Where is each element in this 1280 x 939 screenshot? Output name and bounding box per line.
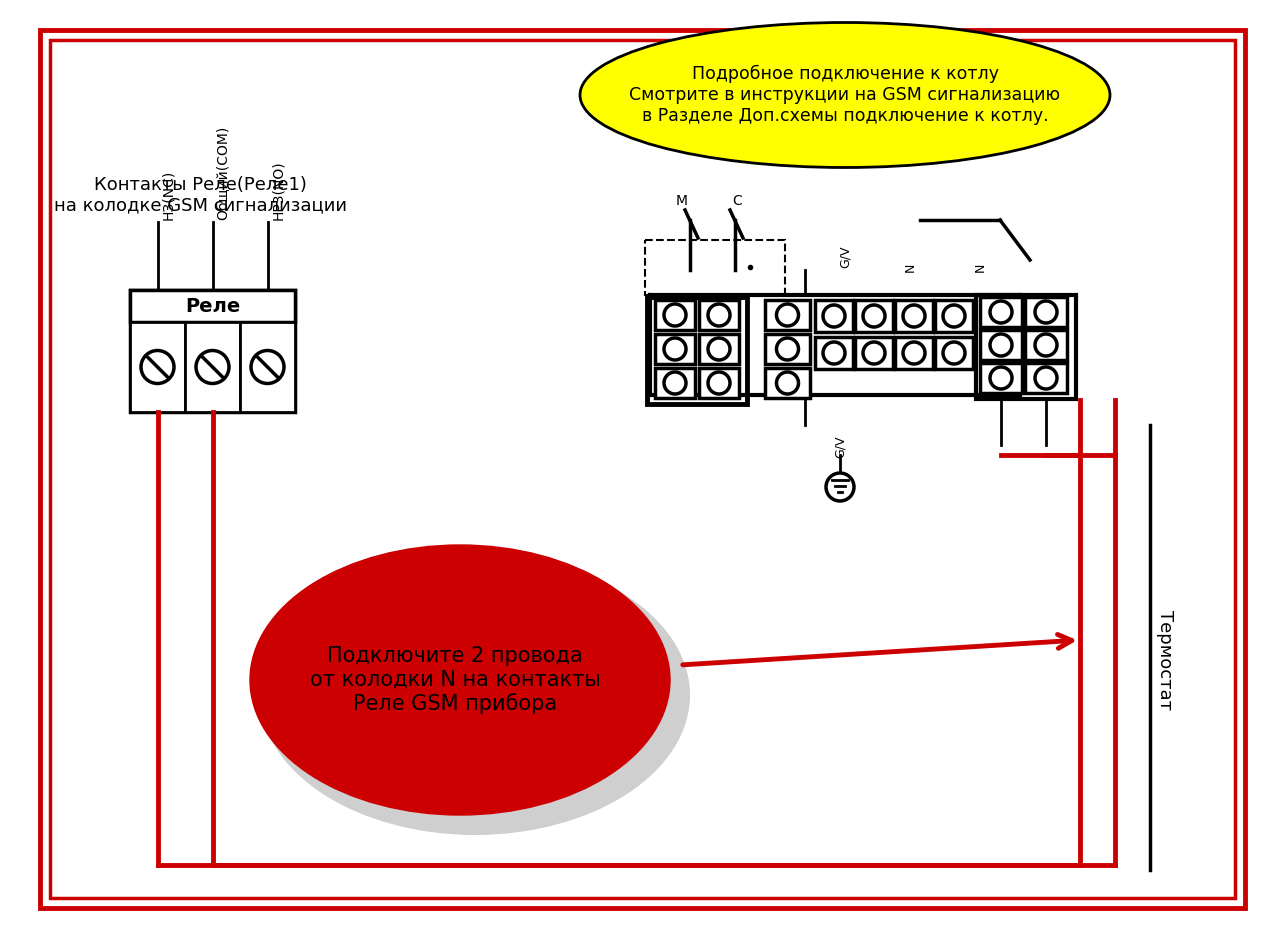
Bar xyxy=(934,337,973,369)
Circle shape xyxy=(708,372,730,394)
Circle shape xyxy=(989,301,1012,323)
Ellipse shape xyxy=(260,555,690,835)
Bar xyxy=(131,322,186,412)
Circle shape xyxy=(141,350,174,383)
Text: Общий(COM): Общий(COM) xyxy=(216,126,230,220)
Circle shape xyxy=(826,473,854,501)
Bar xyxy=(699,300,739,330)
Text: Подключите 2 провода
от колодки N на контакты
Реле GSM прибора: Подключите 2 провода от колодки N на кон… xyxy=(310,646,600,714)
Bar xyxy=(1025,297,1068,327)
Bar xyxy=(977,295,1076,399)
Circle shape xyxy=(943,342,965,364)
Circle shape xyxy=(863,305,884,327)
Bar xyxy=(855,337,893,369)
Circle shape xyxy=(708,338,730,360)
Bar xyxy=(1025,363,1068,393)
Text: Термостат: Термостат xyxy=(1156,610,1174,710)
Circle shape xyxy=(777,338,799,360)
Bar xyxy=(980,363,1021,393)
Text: G/V: G/V xyxy=(833,435,846,457)
Bar xyxy=(699,334,739,364)
Text: N: N xyxy=(974,263,987,272)
Circle shape xyxy=(251,350,284,383)
Circle shape xyxy=(777,304,799,326)
Bar xyxy=(131,290,294,412)
Bar xyxy=(699,368,739,398)
Circle shape xyxy=(777,372,799,394)
Text: НР3(NO): НР3(NO) xyxy=(271,161,285,220)
Text: Контакты Реле(Реле1)
на колодке GSM сигнализации: Контакты Реле(Реле1) на колодке GSM сигн… xyxy=(54,176,347,214)
Text: НЗ(NC): НЗ(NC) xyxy=(161,170,175,220)
Circle shape xyxy=(989,334,1012,356)
Circle shape xyxy=(664,372,686,394)
Bar xyxy=(765,334,810,364)
Circle shape xyxy=(1036,334,1057,356)
Ellipse shape xyxy=(580,23,1110,167)
Circle shape xyxy=(989,367,1012,389)
Circle shape xyxy=(664,304,686,326)
Text: N: N xyxy=(904,263,916,272)
Circle shape xyxy=(1036,301,1057,323)
Bar xyxy=(131,290,294,322)
Circle shape xyxy=(902,342,925,364)
Circle shape xyxy=(664,338,686,360)
Ellipse shape xyxy=(250,545,669,815)
Circle shape xyxy=(196,350,229,383)
Bar xyxy=(765,300,810,330)
Circle shape xyxy=(902,305,925,327)
Circle shape xyxy=(1036,367,1057,389)
Text: G/V: G/V xyxy=(838,245,851,268)
Bar xyxy=(895,337,933,369)
Bar xyxy=(655,300,695,330)
Circle shape xyxy=(823,305,845,327)
Bar xyxy=(895,300,933,332)
Bar xyxy=(645,240,785,295)
Bar xyxy=(855,300,893,332)
Bar xyxy=(1025,330,1068,360)
Bar xyxy=(241,322,294,412)
Bar xyxy=(765,368,810,398)
Bar xyxy=(815,337,852,369)
Circle shape xyxy=(943,305,965,327)
Text: Реле: Реле xyxy=(184,297,241,316)
Bar xyxy=(655,368,695,398)
Bar xyxy=(186,322,241,412)
Text: Подробное подключение к котлу
Смотрите в инструкции на GSM сигнализацию
в Раздел: Подробное подключение к котлу Смотрите в… xyxy=(630,65,1061,125)
Bar xyxy=(934,300,973,332)
Circle shape xyxy=(863,342,884,364)
Text: C: C xyxy=(732,194,742,208)
Bar xyxy=(655,334,695,364)
Bar xyxy=(815,300,852,332)
Circle shape xyxy=(708,304,730,326)
Circle shape xyxy=(823,342,845,364)
Bar xyxy=(646,297,748,404)
Text: M: M xyxy=(676,194,689,208)
Bar xyxy=(980,297,1021,327)
Bar xyxy=(980,330,1021,360)
